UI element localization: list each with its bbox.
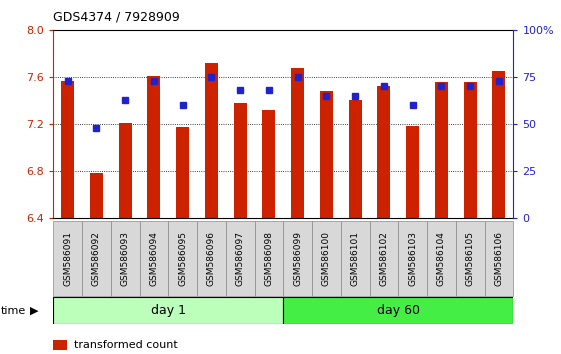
Bar: [119, 123, 132, 218]
Bar: [255, 221, 283, 296]
Bar: [283, 221, 312, 296]
Text: GSM586093: GSM586093: [121, 231, 130, 286]
Bar: [456, 221, 485, 296]
Bar: [53, 340, 67, 350]
Bar: [341, 221, 370, 296]
Bar: [90, 173, 103, 218]
Text: day 60: day 60: [377, 304, 420, 317]
Bar: [263, 110, 275, 218]
Bar: [111, 221, 140, 296]
Text: GSM586096: GSM586096: [207, 231, 216, 286]
Text: GSM586091: GSM586091: [63, 231, 72, 286]
Text: GSM586094: GSM586094: [149, 231, 158, 286]
Bar: [378, 86, 390, 218]
Bar: [398, 221, 427, 296]
Text: transformed count: transformed count: [74, 340, 178, 350]
Bar: [370, 221, 398, 296]
Bar: [61, 80, 74, 218]
Bar: [53, 297, 283, 324]
Bar: [406, 126, 419, 218]
Bar: [427, 221, 456, 296]
Bar: [168, 221, 197, 296]
Bar: [312, 221, 341, 296]
Bar: [283, 297, 513, 324]
Text: GSM586104: GSM586104: [437, 231, 446, 286]
Text: GDS4374 / 7928909: GDS4374 / 7928909: [53, 10, 180, 23]
Text: GSM586099: GSM586099: [293, 231, 302, 286]
Text: GSM586101: GSM586101: [351, 231, 360, 286]
Bar: [234, 103, 247, 218]
Text: GSM586092: GSM586092: [92, 231, 101, 286]
Bar: [464, 82, 477, 218]
Text: time: time: [1, 306, 26, 316]
Text: GSM586095: GSM586095: [178, 231, 187, 286]
Text: GSM586098: GSM586098: [264, 231, 273, 286]
Bar: [435, 82, 448, 218]
Text: GSM586100: GSM586100: [322, 231, 331, 286]
Bar: [493, 71, 505, 218]
Bar: [53, 221, 82, 296]
Text: GSM586103: GSM586103: [408, 231, 417, 286]
Text: ▶: ▶: [30, 306, 39, 316]
Text: GSM586102: GSM586102: [379, 231, 388, 286]
Bar: [349, 101, 362, 218]
Bar: [148, 76, 160, 218]
Text: GSM586097: GSM586097: [236, 231, 245, 286]
Bar: [140, 221, 168, 296]
Bar: [205, 63, 218, 218]
Bar: [291, 68, 304, 218]
Bar: [226, 221, 255, 296]
Bar: [176, 127, 189, 218]
Text: day 1: day 1: [151, 304, 186, 317]
Bar: [82, 221, 111, 296]
Bar: [485, 221, 513, 296]
Text: GSM586105: GSM586105: [466, 231, 475, 286]
Text: GSM586106: GSM586106: [494, 231, 503, 286]
Bar: [320, 91, 333, 218]
Bar: [197, 221, 226, 296]
